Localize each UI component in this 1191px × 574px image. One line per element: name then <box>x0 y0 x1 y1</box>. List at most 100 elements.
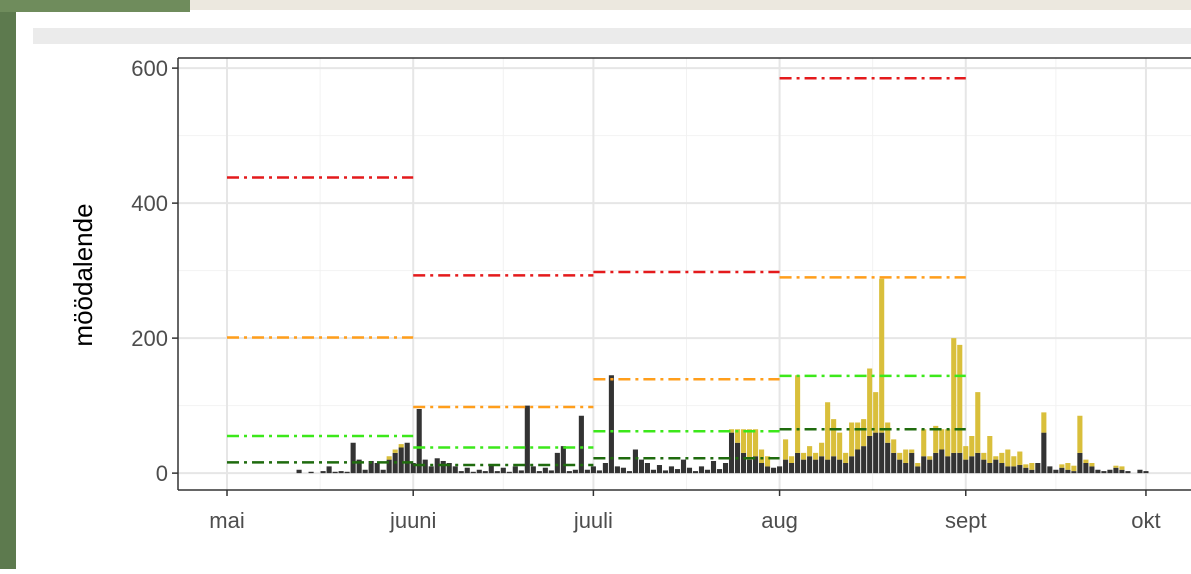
bar <box>692 471 699 474</box>
bar <box>963 446 969 460</box>
header-strip <box>33 28 1191 44</box>
bar <box>933 425 939 453</box>
bar <box>698 466 705 474</box>
bar <box>650 469 657 474</box>
bar <box>1143 471 1149 474</box>
bar <box>542 467 548 474</box>
bar <box>722 463 729 474</box>
bar <box>921 429 927 457</box>
bar <box>554 452 560 474</box>
bar <box>1083 463 1089 474</box>
bar <box>368 460 374 474</box>
bar <box>740 452 747 474</box>
bar <box>686 467 693 474</box>
bar <box>951 338 957 453</box>
bar <box>344 471 350 474</box>
bar <box>855 449 861 474</box>
bar <box>855 422 861 450</box>
bar <box>921 456 927 474</box>
bar <box>873 432 879 474</box>
bar <box>795 452 801 474</box>
bar <box>332 471 338 474</box>
bar <box>909 449 915 453</box>
bar <box>704 469 711 474</box>
y-tick-label: 400 <box>131 191 168 216</box>
bar <box>819 442 825 457</box>
bar <box>873 392 879 433</box>
bar <box>999 463 1005 474</box>
bar <box>614 466 620 474</box>
map-corner <box>0 0 190 12</box>
bar <box>674 469 681 474</box>
bar <box>446 463 452 474</box>
bar <box>837 459 843 474</box>
bar <box>915 463 921 467</box>
bar <box>897 452 903 460</box>
y-tick-label: 600 <box>131 56 168 81</box>
bar <box>825 402 831 460</box>
bar <box>801 452 807 460</box>
bar <box>945 456 951 474</box>
bar <box>626 471 632 474</box>
bar <box>350 442 356 474</box>
bar <box>338 471 344 474</box>
bar <box>813 452 819 460</box>
bar <box>518 470 524 474</box>
bar <box>404 442 410 474</box>
bar <box>734 429 741 443</box>
bar <box>801 459 807 474</box>
bar <box>296 469 302 474</box>
bar <box>831 419 837 457</box>
bar <box>1113 467 1119 474</box>
bar <box>885 442 891 474</box>
x-tick-label: juuni <box>389 508 436 533</box>
bar <box>560 446 566 474</box>
bar <box>819 456 825 474</box>
bar <box>464 467 470 474</box>
bar <box>957 452 963 474</box>
bar <box>362 469 368 474</box>
bar <box>536 471 542 474</box>
bar <box>1017 465 1023 474</box>
bar <box>987 463 993 474</box>
bar <box>1119 466 1125 470</box>
bar <box>386 459 392 474</box>
bar <box>716 469 723 474</box>
bar <box>759 449 765 463</box>
bar <box>476 469 482 474</box>
bar <box>596 470 602 474</box>
bar <box>356 459 362 474</box>
plot: 0 200 400 600 mai juuni juuli aug sept okt <box>131 56 1191 533</box>
x-tick-label: juuli <box>573 508 613 533</box>
bar <box>825 459 831 474</box>
bar <box>668 466 675 474</box>
bar <box>1023 467 1029 474</box>
bar <box>915 466 921 474</box>
bar <box>1125 471 1131 474</box>
bar <box>1077 415 1083 453</box>
bar <box>789 463 795 474</box>
bar <box>638 459 644 474</box>
bar <box>975 452 981 474</box>
bar <box>500 467 506 474</box>
bar <box>1065 469 1071 474</box>
bar <box>656 465 663 474</box>
bar <box>572 469 578 474</box>
bar <box>783 439 789 460</box>
bar <box>470 471 476 474</box>
bar <box>380 469 386 474</box>
bar <box>939 429 945 450</box>
bar <box>1089 463 1095 467</box>
bar <box>885 422 891 443</box>
bar <box>969 436 975 457</box>
bar <box>398 444 404 448</box>
bar <box>1083 459 1089 463</box>
bar <box>1101 471 1107 474</box>
bar <box>753 429 759 457</box>
bar <box>843 463 849 474</box>
bar <box>837 432 843 460</box>
bar <box>548 470 554 474</box>
bar <box>1029 463 1035 470</box>
bar <box>662 470 669 474</box>
bar <box>524 405 530 474</box>
